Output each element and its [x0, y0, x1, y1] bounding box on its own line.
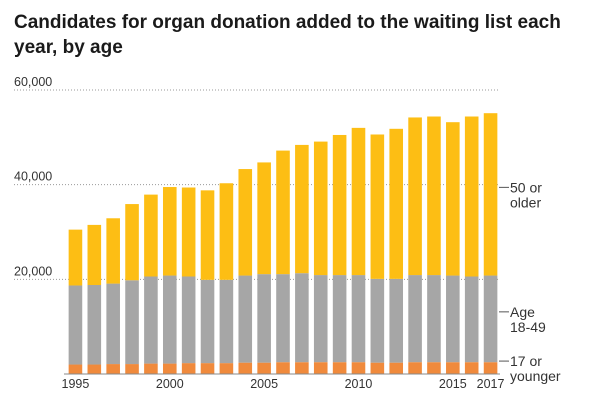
bar-2010-series-1: [351, 275, 366, 363]
bar-1995-series-2: [68, 229, 83, 286]
bar-1999-series-1: [144, 276, 158, 364]
bar-2006-series-1: [276, 274, 290, 363]
bar-2013-series-0: [408, 362, 422, 374]
bar-1997-series-0: [106, 364, 120, 374]
y-axis-tick-labels: 60,000 40,000 20,000: [14, 75, 52, 278]
series-label-0: 17 or younger: [510, 353, 561, 384]
bar-1996-series-1: [87, 285, 102, 365]
bar-2008-series-2: [313, 141, 328, 276]
y-tick-label: 20,000: [14, 264, 52, 278]
bar-1998-series-2: [125, 204, 139, 281]
bar-2014-series-1: [427, 275, 441, 363]
bar-2003-series-2: [219, 183, 234, 280]
bar-1999-series-0: [144, 363, 158, 374]
bar-2000-series-2: [162, 187, 177, 276]
bar-2016-series-0: [464, 362, 479, 374]
bar-2002-series-2: [200, 190, 215, 280]
bar-2006-series-0: [276, 362, 290, 374]
series-labels: 17 or younger Age 18-49 50 or older: [499, 179, 561, 384]
bar-2007-series-1: [295, 273, 309, 363]
bar-2003-series-0: [219, 363, 234, 374]
bar-2015-series-1: [446, 275, 460, 363]
bar-2007-series-2: [295, 144, 309, 274]
bar-2000-series-0: [162, 363, 177, 374]
bar-2011-series-1: [370, 278, 385, 363]
bar-stacks: [64, 113, 500, 375]
bar-1996-series-0: [87, 364, 102, 374]
bar-2010-series-0: [351, 362, 366, 374]
bar-2004-series-0: [238, 362, 253, 374]
bar-2003-series-1: [219, 279, 234, 364]
series-label-1: Age 18-49: [510, 304, 546, 335]
bar-2012-series-0: [389, 362, 404, 374]
bar-2005-series-1: [257, 274, 271, 363]
bar-2013-series-2: [408, 117, 422, 276]
bar-2009-series-0: [332, 362, 347, 374]
bar-2014-series-0: [427, 362, 441, 374]
bar-2012-series-2: [389, 128, 404, 279]
x-tick-label: 1995: [62, 377, 90, 391]
bar-2000-series-1: [162, 275, 177, 364]
chart-title: Candidates for organ donation added to t…: [14, 12, 561, 58]
bar-2001-series-0: [181, 363, 196, 374]
y-tick-label: 40,000: [14, 170, 52, 184]
bar-2004-series-2: [238, 169, 253, 276]
bar-2009-series-2: [332, 134, 347, 276]
bar-1999-series-2: [144, 194, 158, 277]
bar-1998-series-0: [125, 364, 139, 374]
bar-2005-series-0: [257, 362, 271, 374]
bar-2010-series-2: [351, 127, 366, 276]
bar-2016-series-2: [464, 116, 479, 277]
bar-2007-series-0: [295, 362, 309, 374]
gridlines: [14, 89, 500, 280]
bar-2011-series-0: [370, 362, 385, 374]
bar-2001-series-1: [181, 276, 196, 364]
bar-2002-series-0: [200, 363, 215, 374]
bar-2016-series-1: [464, 276, 479, 363]
bar-2017-series-1: [483, 275, 498, 363]
x-tick-label: 2005: [250, 377, 278, 391]
bar-1997-series-2: [106, 218, 120, 284]
y-tick-label: 60,000: [14, 75, 52, 89]
bar-1995-series-0: [68, 364, 83, 374]
bar-2015-series-0: [446, 362, 460, 374]
bar-2008-series-1: [313, 275, 328, 363]
bar-1995-series-1: [68, 285, 83, 365]
bar-2011-series-2: [370, 134, 385, 279]
bar-2015-series-2: [446, 122, 460, 276]
bar-2009-series-1: [332, 275, 347, 363]
x-axis-tick-labels: 1995 2000 2005 2010 2015 2017: [62, 377, 505, 391]
bar-2001-series-2: [181, 187, 196, 277]
bar-1997-series-1: [106, 283, 120, 365]
bar-2017-series-0: [483, 362, 498, 374]
x-tick-label: 2015: [439, 377, 467, 391]
bar-2017-series-2: [483, 113, 498, 276]
bar-2008-series-0: [313, 362, 328, 374]
bar-2006-series-2: [276, 150, 290, 275]
x-tick-label: 2017: [477, 377, 505, 391]
bar-2004-series-1: [238, 275, 253, 363]
series-label-2: 50 or older: [510, 179, 542, 210]
x-tick-label: 2000: [156, 377, 184, 391]
bar-2012-series-1: [389, 278, 404, 363]
x-tick-label: 2010: [345, 377, 373, 391]
bar-2005-series-2: [257, 162, 271, 275]
bar-2013-series-1: [408, 275, 422, 363]
bar-1996-series-2: [87, 224, 102, 286]
bar-1998-series-1: [125, 280, 139, 365]
bar-2014-series-2: [427, 116, 441, 276]
bar-2002-series-1: [200, 279, 215, 364]
